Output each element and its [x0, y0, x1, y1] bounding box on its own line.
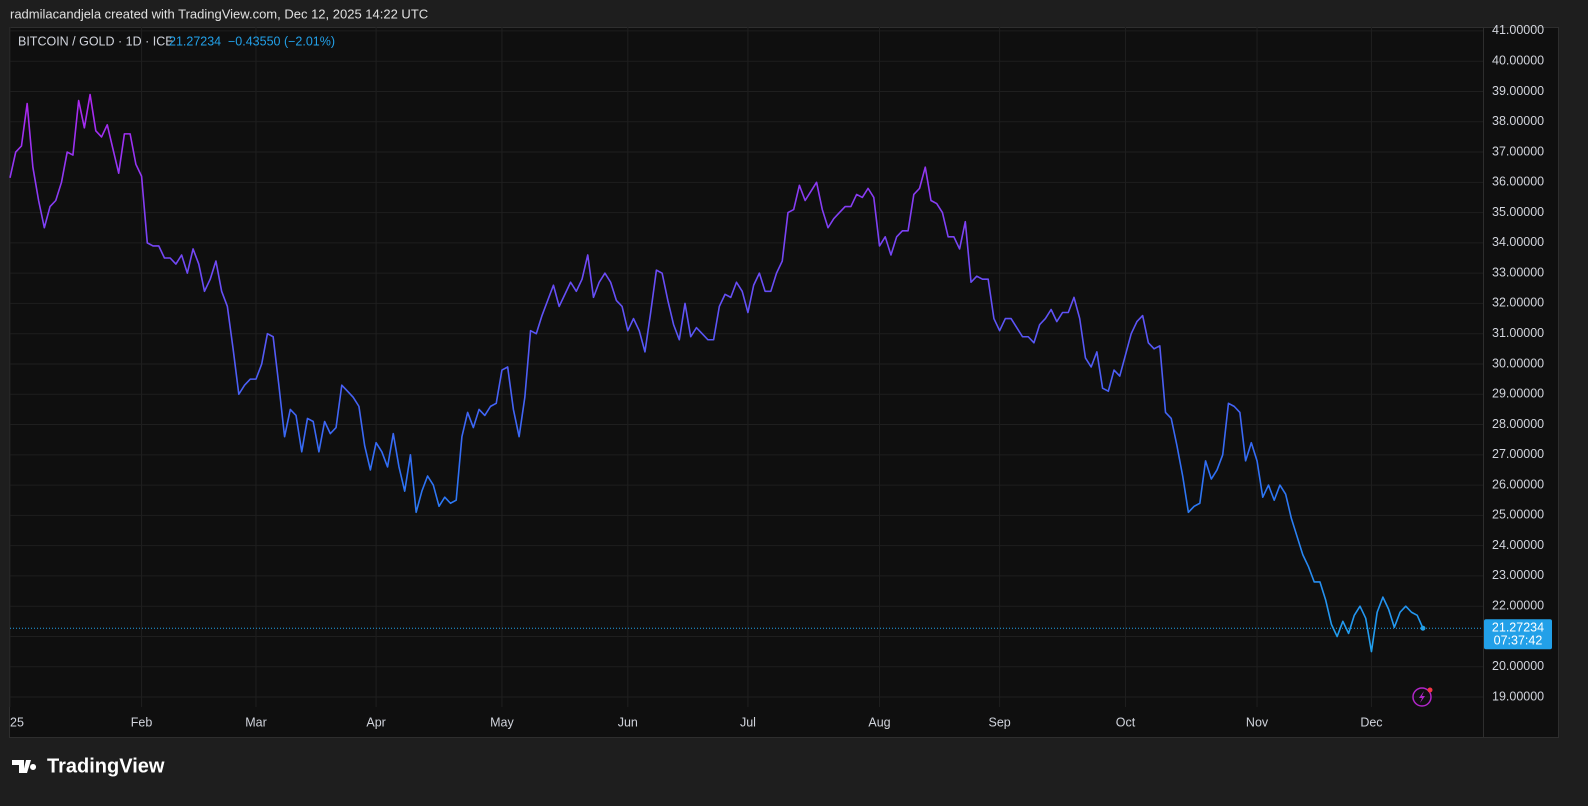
x-tick-label: Dec — [1360, 715, 1382, 729]
header-last-price: 21.27234 — [169, 34, 221, 48]
y-tick-label: 29.00000 — [1492, 387, 1544, 401]
logo-text: TradingView — [47, 755, 165, 777]
price-tag-countdown: 07:37:42 — [1494, 634, 1543, 648]
y-tick-label: 41.00000 — [1492, 23, 1544, 37]
y-tick-label: 30.00000 — [1492, 356, 1544, 370]
alert-bolt — [1419, 691, 1425, 703]
y-tick-label: 23.00000 — [1492, 568, 1544, 582]
last-point — [1420, 625, 1426, 631]
x-tick-label: Jul — [740, 715, 756, 729]
price-line — [9, 93, 1424, 653]
chart-title: BITCOIN / GOLD · 1D · ICE — [18, 34, 174, 48]
y-tick-label: 32.00000 — [1492, 296, 1544, 310]
x-tick-label: Apr — [366, 715, 385, 729]
header-change: −0.43550 (−2.01%) — [228, 34, 335, 48]
x-tick-label: Sep — [989, 715, 1011, 729]
y-tick-label: 25.00000 — [1492, 508, 1544, 522]
attribution: radmilacandjela created with TradingView… — [10, 6, 428, 21]
price-tag — [1484, 619, 1552, 650]
x-tick-label: Oct — [1116, 715, 1136, 729]
x-tick-label: Aug — [868, 715, 890, 729]
y-tick-label: 28.00000 — [1492, 417, 1544, 431]
y-tick-label: 39.00000 — [1492, 84, 1544, 98]
x-tick-label: Jun — [618, 715, 638, 729]
y-tick-label: 22.00000 — [1492, 598, 1544, 612]
x-tick-label: 25 — [10, 715, 24, 729]
y-tick-label: 24.00000 — [1492, 538, 1544, 552]
y-tick-label: 36.00000 — [1492, 175, 1544, 189]
x-tick-label: Feb — [131, 715, 153, 729]
y-tick-label: 31.00000 — [1492, 326, 1544, 340]
y-tick-label: 35.00000 — [1492, 205, 1544, 219]
y-tick-label: 27.00000 — [1492, 447, 1544, 461]
grid — [9, 27, 1483, 707]
y-tick-label: 20.00000 — [1492, 659, 1544, 673]
y-tick-label: 19.00000 — [1492, 689, 1544, 703]
y-tick-label: 37.00000 — [1492, 144, 1544, 158]
y-tick-label: 26.00000 — [1492, 477, 1544, 491]
y-tick-label: 34.00000 — [1492, 235, 1544, 249]
alert-dot — [1427, 687, 1433, 693]
alert-ring — [1412, 687, 1432, 707]
y-tick-label: 38.00000 — [1492, 114, 1544, 128]
logo: TradingView — [12, 755, 165, 777]
x-tick-label: May — [490, 715, 514, 729]
plot — [9, 93, 1483, 653]
price-tag-value: 21.27234 — [1492, 621, 1544, 635]
x-tick-label: Mar — [245, 715, 267, 729]
alert-icon — [1412, 687, 1433, 707]
y-tick-label: 40.00000 — [1492, 54, 1544, 68]
x-tick-label: Nov — [1246, 715, 1269, 729]
logo-icon — [12, 760, 37, 773]
y-tick-label: 33.00000 — [1492, 265, 1544, 279]
chart-panel — [9, 27, 1559, 738]
